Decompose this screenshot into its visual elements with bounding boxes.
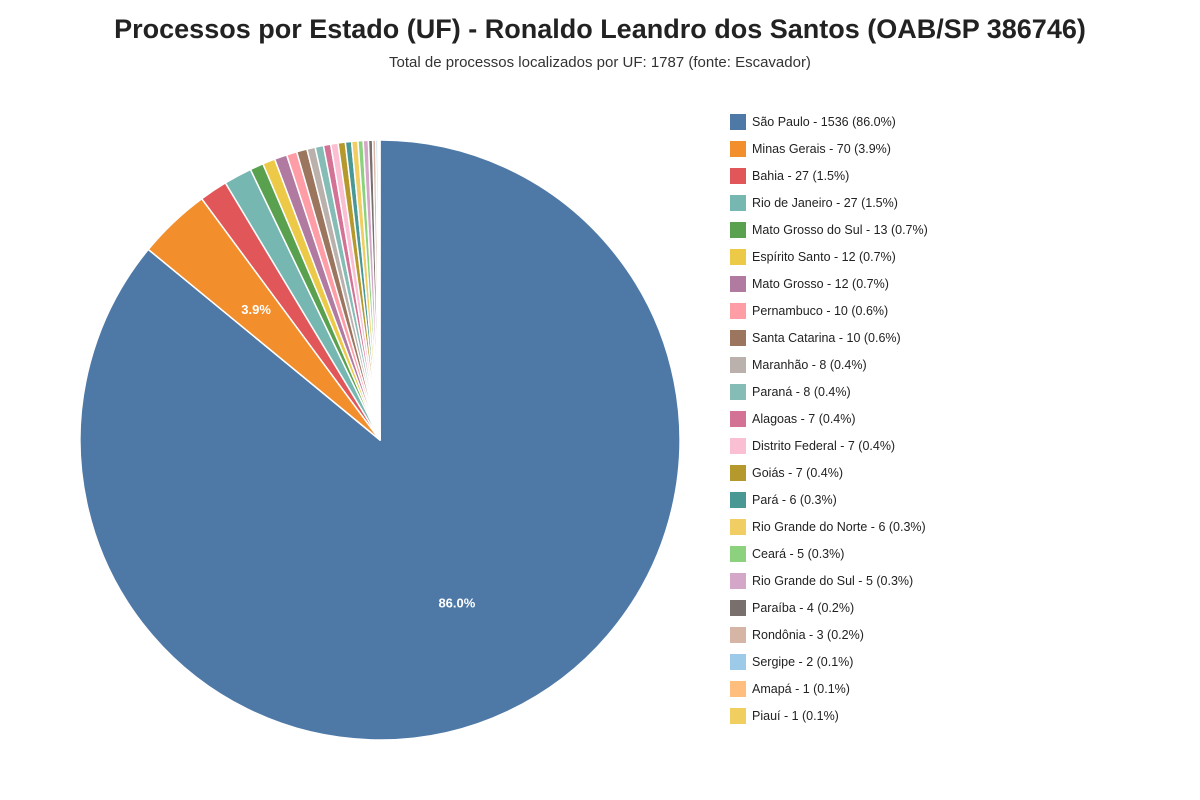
pie-slices	[79, 139, 681, 741]
legend-label: Bahia - 27 (1.5%)	[752, 168, 850, 183]
legend-item: Rio Grande do Sul - 5 (0.3%)	[730, 567, 1190, 594]
legend-item: Maranhão - 8 (0.4%)	[730, 351, 1190, 378]
legend-item: São Paulo - 1536 (86.0%)	[730, 108, 1190, 135]
legend-item: Amapá - 1 (0.1%)	[730, 675, 1190, 702]
legend-label: Rio Grande do Norte - 6 (0.3%)	[752, 519, 926, 534]
legend-label: Minas Gerais - 70 (3.9%)	[752, 141, 891, 156]
legend-item: Paraíba - 4 (0.2%)	[730, 594, 1190, 621]
chart-title: Processos por Estado (UF) - Ronaldo Lean…	[114, 14, 1086, 44]
legend-swatch	[730, 383, 746, 400]
legend-swatch	[730, 707, 746, 724]
legend-item: Paraná - 8 (0.4%)	[730, 378, 1190, 405]
legend-item: Rio Grande do Norte - 6 (0.3%)	[730, 513, 1190, 540]
chart-subtitle: Total de processos localizados por UF: 1…	[389, 54, 811, 71]
legend-item: Distrito Federal - 7 (0.4%)	[730, 432, 1190, 459]
legend-label: Piauí - 1 (0.1%)	[752, 708, 839, 723]
legend-swatch	[730, 275, 746, 292]
legend-label: Paraíba - 4 (0.2%)	[752, 600, 855, 615]
legend-swatch	[730, 140, 746, 157]
legend-label: Paraná - 8 (0.4%)	[752, 384, 851, 399]
legend-label: Mato Grosso - 12 (0.7%)	[752, 276, 889, 291]
pie-slice-22	[378, 139, 381, 441]
legend-label: Sergipe - 2 (0.1%)	[752, 654, 854, 669]
legend-item: Rondônia - 3 (0.2%)	[730, 621, 1190, 648]
legend-item: Pernambuco - 10 (0.6%)	[730, 297, 1190, 324]
legend-item: Ceará - 5 (0.3%)	[730, 540, 1190, 567]
legend-label: Amapá - 1 (0.1%)	[752, 681, 850, 696]
legend-label: Espírito Santo - 12 (0.7%)	[752, 249, 896, 264]
legend-label: Goiás - 7 (0.4%)	[752, 465, 844, 480]
legend-item: Santa Catarina - 10 (0.6%)	[730, 324, 1190, 351]
legend-label: Distrito Federal - 7 (0.4%)	[752, 438, 896, 453]
legend-label: Maranhão - 8 (0.4%)	[752, 357, 867, 372]
legend-swatch	[730, 437, 746, 454]
chart-legend: São Paulo - 1536 (86.0%) Minas Gerais - 7…	[730, 108, 1190, 729]
legend-item: Bahia - 27 (1.5%)	[730, 162, 1190, 189]
legend-swatch	[730, 329, 746, 346]
legend-swatch	[730, 410, 746, 427]
legend-label: São Paulo - 1536 (86.0%)	[752, 114, 896, 129]
legend-item: Sergipe - 2 (0.1%)	[730, 648, 1190, 675]
legend-swatch	[730, 464, 746, 481]
legend-label: Pernambuco - 10 (0.6%)	[752, 303, 889, 318]
legend-swatch	[730, 572, 746, 589]
legend-swatch	[730, 167, 746, 184]
legend-swatch	[730, 545, 746, 562]
legend-item: Piauí - 1 (0.1%)	[730, 702, 1190, 729]
legend-swatch	[730, 626, 746, 643]
legend-swatch	[730, 491, 746, 508]
legend-swatch	[730, 113, 746, 130]
pie-slice-labels: 86.0% 3.9%	[241, 302, 475, 610]
legend-item: Espírito Santo - 12 (0.7%)	[730, 243, 1190, 270]
legend-item: Alagoas - 7 (0.4%)	[730, 405, 1190, 432]
legend-item: Mato Grosso do Sul - 13 (0.7%)	[730, 216, 1190, 243]
pie-chart: 86.0% 3.9%	[79, 139, 681, 741]
legend-item: Mato Grosso - 12 (0.7%)	[730, 270, 1190, 297]
legend-label: Rio de Janeiro - 27 (1.5%)	[752, 195, 898, 210]
legend-swatch	[730, 194, 746, 211]
legend-label: Rio Grande do Sul - 5 (0.3%)	[752, 573, 914, 588]
legend-label: Alagoas - 7 (0.4%)	[752, 411, 856, 426]
legend-swatch	[730, 680, 746, 697]
legend-swatch	[730, 518, 746, 535]
legend-item: Pará - 6 (0.3%)	[730, 486, 1190, 513]
legend-label: Pará - 6 (0.3%)	[752, 492, 837, 507]
pie-slice-label-0: 86.0%	[438, 595, 475, 610]
legend-label: Santa Catarina - 10 (0.6%)	[752, 330, 901, 345]
legend-item: Rio de Janeiro - 27 (1.5%)	[730, 189, 1190, 216]
legend-swatch	[730, 248, 746, 265]
legend-item: Goiás - 7 (0.4%)	[730, 459, 1190, 486]
legend-swatch	[730, 599, 746, 616]
pie-slice-label-1: 3.9%	[241, 302, 271, 317]
legend-swatch	[730, 356, 746, 373]
legend-swatch	[730, 653, 746, 670]
legend-label: Rondônia - 3 (0.2%)	[752, 627, 864, 642]
legend-label: Ceará - 5 (0.3%)	[752, 546, 845, 561]
legend-swatch	[730, 221, 746, 238]
legend-swatch	[730, 302, 746, 319]
legend-label: Mato Grosso do Sul - 13 (0.7%)	[752, 222, 928, 237]
legend-item: Minas Gerais - 70 (3.9%)	[730, 135, 1190, 162]
